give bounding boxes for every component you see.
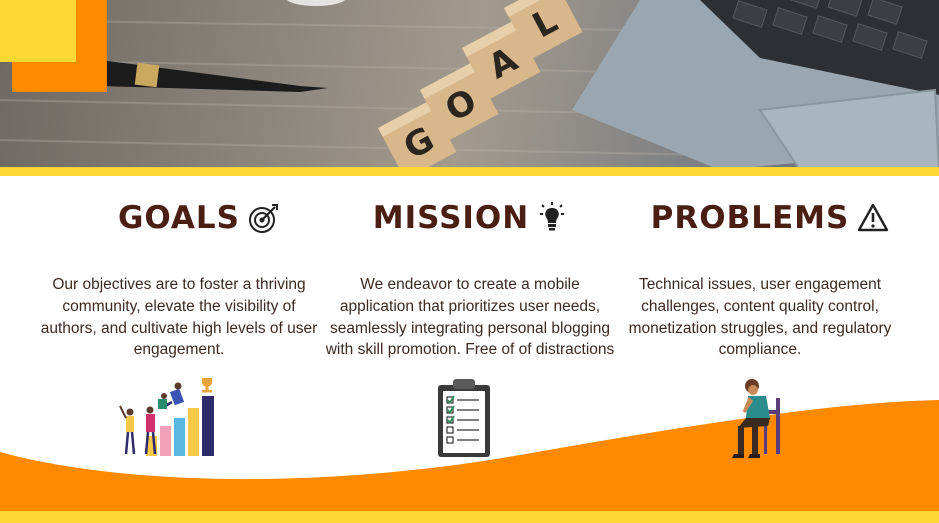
mission-title: MISSION <box>372 200 530 236</box>
goal-blocks-image: G O A L <box>378 0 583 170</box>
mission-section: MISSION We endeavor to create a mobile a… <box>325 200 615 361</box>
mission-text: We endeavor to create a mobile applicati… <box>325 276 615 359</box>
problems-title: PROBLEMS <box>650 200 850 236</box>
team-growth-illustration <box>119 378 214 456</box>
problems-text: Technical issues, user engagement challe… <box>628 276 892 359</box>
laptop-image <box>572 0 939 170</box>
goals-heading: GOALS <box>34 200 324 236</box>
thinking-person-illustration <box>732 379 780 458</box>
lightbulb-icon <box>540 202 565 231</box>
goals-section: GOALS Our objectives are to foster a thr… <box>34 200 324 361</box>
hero-image: G O A L <box>0 0 939 170</box>
warning-icon <box>858 203 889 232</box>
clipboard-checklist-icon <box>438 379 490 457</box>
target-icon <box>249 204 279 233</box>
problems-heading: PROBLEMS <box>615 200 905 236</box>
hero-divider-band <box>0 167 939 176</box>
problems-section: PROBLEMS Technical issues, user engageme… <box>615 200 905 361</box>
goals-title: GOALS <box>117 200 241 236</box>
corner-accent-yellow <box>0 0 76 62</box>
pen-image <box>100 60 328 92</box>
goals-text: Our objectives are to foster a thriving … <box>40 276 318 359</box>
bottom-wave <box>0 400 939 523</box>
mission-heading: MISSION <box>325 200 615 236</box>
